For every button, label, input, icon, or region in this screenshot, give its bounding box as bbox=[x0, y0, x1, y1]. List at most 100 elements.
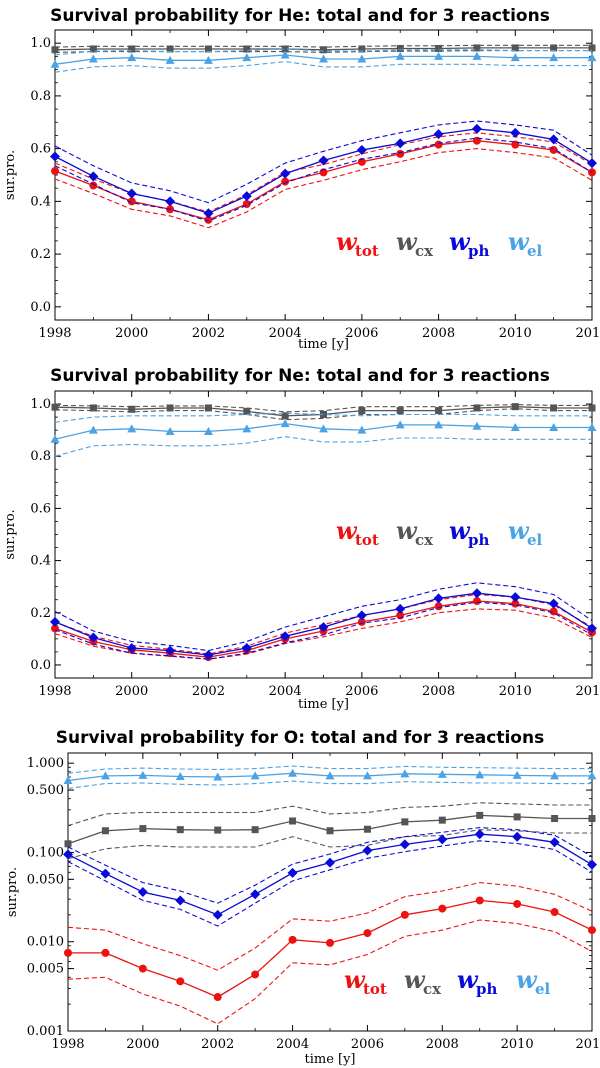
chart-panel-o: Survival probability for O: total and fo… bbox=[0, 716, 600, 1068]
point-w_ph bbox=[241, 642, 252, 653]
x-tick-label: 2004 bbox=[276, 1037, 309, 1052]
y-tick-label: 1.0 bbox=[30, 397, 51, 412]
series-w_tot-line bbox=[68, 899, 593, 998]
x-tick-label: 2012 bbox=[575, 326, 600, 341]
series-w_tot-lower bbox=[67, 919, 593, 1025]
point-w_tot bbox=[176, 977, 185, 986]
legend-sub-tot: tot bbox=[355, 531, 379, 549]
y-tick-label: 0.2 bbox=[30, 606, 51, 621]
point-w_el bbox=[434, 51, 444, 60]
point-w_tot bbox=[138, 964, 147, 973]
point-w_cx bbox=[128, 45, 136, 53]
legend-w-cx: w bbox=[396, 227, 418, 256]
point-w_el bbox=[100, 771, 110, 780]
series-w_el-lower bbox=[54, 61, 592, 73]
point-w_cx bbox=[101, 827, 109, 835]
point-w_ph bbox=[203, 208, 214, 219]
x-tick-label: 2002 bbox=[192, 684, 225, 699]
y-tick-label: 0.500 bbox=[27, 783, 64, 798]
y-axis-label: sur.pro. bbox=[3, 509, 18, 559]
y-tick-label: 0.6 bbox=[30, 142, 51, 157]
series-w_cx-lower bbox=[67, 829, 592, 860]
point-w_ph bbox=[510, 127, 521, 138]
point-w_ph bbox=[126, 188, 137, 199]
point-w_el bbox=[472, 421, 482, 430]
series-w_ph-lower bbox=[67, 840, 593, 927]
point-w_cx bbox=[214, 826, 222, 834]
point-w_el bbox=[587, 771, 597, 780]
point-w_ph bbox=[395, 138, 406, 149]
y-tick-label: 0.001 bbox=[27, 1024, 64, 1039]
point-w_ph bbox=[175, 895, 186, 906]
y-axis-label: sur.pro. bbox=[5, 867, 20, 917]
x-tick-label: 2000 bbox=[115, 684, 148, 699]
x-tick-label: 2002 bbox=[192, 326, 225, 341]
legend-w-tot: w bbox=[344, 965, 366, 994]
point-w_ph bbox=[280, 168, 291, 179]
point-w_tot bbox=[363, 929, 372, 938]
y-tick-label: 0.010 bbox=[27, 935, 64, 950]
point-w_cx bbox=[281, 45, 289, 53]
point-w_el bbox=[203, 55, 213, 64]
point-w_ph bbox=[241, 191, 252, 202]
legend-w-el: w bbox=[516, 965, 538, 994]
point-w_el bbox=[400, 769, 410, 778]
legend-w-el: w bbox=[508, 227, 530, 256]
point-w_cx bbox=[326, 827, 334, 835]
point-w_cx bbox=[166, 404, 174, 412]
chart-title: Survival probability for O: total and fo… bbox=[56, 728, 544, 748]
point-w_ph bbox=[165, 196, 176, 207]
point-w_el bbox=[88, 54, 98, 63]
legend-sub-cx: cx bbox=[415, 531, 434, 549]
point-w_tot bbox=[550, 908, 559, 917]
point-w_cx bbox=[476, 811, 484, 819]
point-w_el bbox=[510, 53, 520, 62]
point-w_ph bbox=[549, 837, 560, 848]
x-axis-label: time [y] bbox=[298, 337, 349, 352]
point-w_ph bbox=[471, 588, 482, 599]
point-w_cx bbox=[320, 46, 327, 54]
x-tick-label: 2012 bbox=[575, 1037, 600, 1052]
point-w_cx bbox=[204, 404, 212, 412]
point-w_cx bbox=[243, 45, 251, 53]
point-w_ph bbox=[250, 889, 261, 900]
x-tick-label: 1998 bbox=[38, 326, 71, 341]
y-tick-label: 0.4 bbox=[30, 194, 51, 209]
legend-sub-el: el bbox=[535, 980, 551, 998]
point-w_el bbox=[213, 772, 223, 781]
series-w_tot-line bbox=[54, 140, 593, 221]
point-w_el bbox=[203, 426, 213, 435]
point-w_ph bbox=[356, 610, 367, 621]
point-w_tot bbox=[438, 904, 447, 913]
legend-w-ph: w bbox=[449, 227, 471, 256]
point-w_cx bbox=[166, 45, 174, 53]
point-w_cx bbox=[550, 44, 558, 52]
x-tick-label: 2008 bbox=[422, 684, 455, 699]
chart-panel-ne: Survival probability for Ne: total and f… bbox=[0, 358, 600, 714]
point-w_ph bbox=[50, 151, 60, 162]
point-w_ph bbox=[587, 623, 597, 634]
point-w_el bbox=[475, 770, 485, 779]
point-w_el bbox=[280, 50, 290, 59]
point-w_tot bbox=[251, 970, 260, 979]
point-w_ph bbox=[395, 603, 406, 614]
point-w_el bbox=[127, 53, 137, 62]
point-w_ph bbox=[587, 859, 597, 870]
series-w_el-upper bbox=[54, 48, 592, 56]
point-w_el bbox=[395, 51, 405, 60]
point-w_cx bbox=[511, 403, 519, 411]
point-w_tot bbox=[89, 181, 98, 190]
legend-w-cx: w bbox=[396, 516, 418, 545]
series-w_el-upper bbox=[54, 412, 592, 423]
legend-sub-cx: cx bbox=[423, 980, 442, 998]
x-tick-label: 2008 bbox=[426, 1037, 459, 1052]
point-w_cx bbox=[89, 45, 97, 53]
point-w_tot bbox=[288, 935, 297, 944]
point-w_ph bbox=[318, 622, 329, 633]
point-w_ph bbox=[399, 839, 410, 850]
y-tick-label: 0.005 bbox=[27, 962, 64, 977]
point-w_ph bbox=[474, 829, 485, 840]
point-w_el bbox=[319, 424, 328, 433]
point-w_tot bbox=[204, 215, 213, 224]
point-w_cx bbox=[289, 817, 297, 825]
